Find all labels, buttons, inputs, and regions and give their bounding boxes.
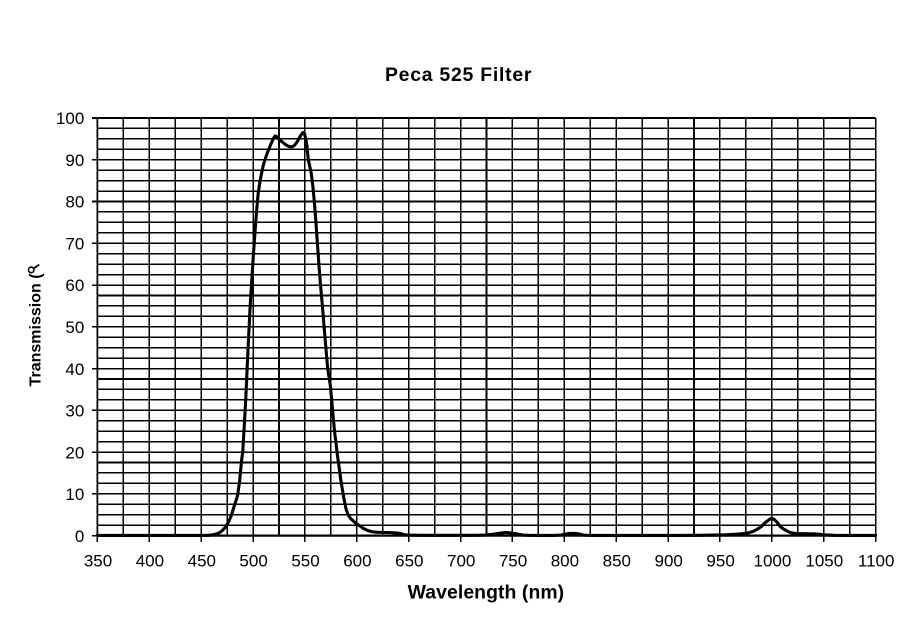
svg-text:1000: 1000 <box>753 552 791 571</box>
svg-text:400: 400 <box>136 552 164 571</box>
svg-text:30: 30 <box>65 402 84 421</box>
svg-text:40: 40 <box>65 360 84 379</box>
svg-text:550: 550 <box>291 552 319 571</box>
svg-text:1100: 1100 <box>858 552 895 571</box>
svg-text:70: 70 <box>65 235 84 254</box>
svg-text:350: 350 <box>84 552 112 571</box>
svg-text:750: 750 <box>499 552 527 571</box>
svg-text:850: 850 <box>603 552 631 571</box>
svg-text:20: 20 <box>65 443 84 462</box>
svg-text:450: 450 <box>188 552 216 571</box>
svg-text:60: 60 <box>65 276 84 295</box>
svg-text:100: 100 <box>56 109 84 128</box>
svg-text:900: 900 <box>655 552 683 571</box>
svg-text:600: 600 <box>343 552 371 571</box>
svg-text:90: 90 <box>65 151 84 170</box>
svg-text:0: 0 <box>75 527 84 546</box>
svg-text:Transmission (: Transmission ( <box>27 273 44 387</box>
svg-text:50: 50 <box>65 318 84 337</box>
svg-text:800: 800 <box>551 552 579 571</box>
svg-text:Peca 525 Filter: Peca 525 Filter <box>385 64 532 86</box>
svg-text:Wavelength (nm): Wavelength (nm) <box>408 581 565 603</box>
svg-text:500: 500 <box>239 552 267 571</box>
svg-text:700: 700 <box>447 552 475 571</box>
svg-text:1050: 1050 <box>805 552 843 571</box>
svg-text:650: 650 <box>395 552 423 571</box>
svg-text:950: 950 <box>706 552 734 571</box>
svg-text:80: 80 <box>65 193 84 212</box>
svg-text:10: 10 <box>65 485 84 504</box>
